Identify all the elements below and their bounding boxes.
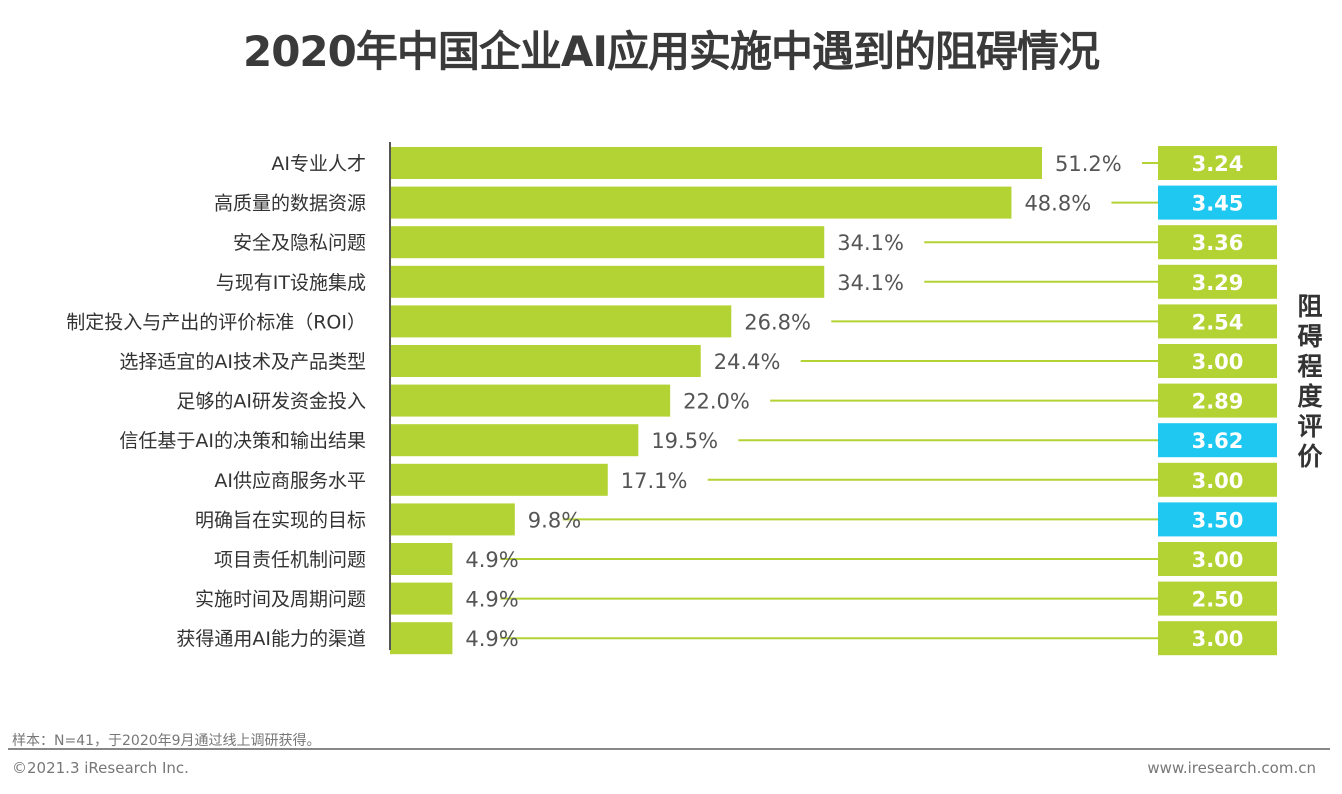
score-box [1158,304,1277,339]
category-label: 明确旨在实现的目标 [195,509,366,531]
bar [390,503,515,536]
value-label: 4.9% [465,627,518,651]
bar [390,424,639,457]
score-box [1158,185,1277,220]
category-label: AI供应商服务水平 [214,470,366,492]
value-label: 34.1% [837,271,904,295]
value-label: 34.1% [837,231,904,255]
score-box [1158,462,1277,497]
score-label: 3.00 [1192,469,1244,493]
category-label: 信任基于AI的决策和输出结果 [119,430,366,452]
value-label: 19.5% [651,429,718,453]
category-label: 实施时间及周期问题 [195,589,366,611]
bar [390,226,825,259]
value-label: 51.2% [1055,152,1122,176]
category-label: 项目责任机制问题 [214,549,366,571]
score-box [1158,383,1277,418]
bar [390,622,453,655]
score-label: 2.54 [1192,310,1244,334]
value-label: 24.4% [714,350,781,374]
value-label: 22.0% [683,390,750,414]
bar [390,582,453,615]
bar [390,305,732,338]
category-label: 安全及隐私问题 [233,232,366,254]
score-axis-label: 阻碍程度评价 [1297,292,1323,471]
bar [390,463,608,496]
category-label: 高质量的数据资源 [214,193,366,215]
score-box [1158,581,1277,616]
score-label: 2.89 [1192,390,1244,414]
score-label: 3.50 [1192,508,1244,532]
value-label: 9.8% [528,508,581,532]
bar [390,384,671,417]
score-label: 3.00 [1192,627,1244,651]
score-box [1158,264,1277,299]
copyright: ©2021.3 iResearch Inc. [12,759,189,777]
score-box [1158,621,1277,656]
value-label: 4.9% [465,548,518,572]
value-label: 26.8% [744,310,811,334]
score-label: 3.24 [1192,152,1244,176]
bar [390,186,1012,219]
category-label: 足够的AI研发资金投入 [176,391,366,413]
footer-divider [8,748,1330,750]
category-label: AI专业人才 [271,153,366,175]
score-label: 3.36 [1192,231,1244,255]
category-label: 选择适宜的AI技术及产品类型 [119,351,366,373]
website-link[interactable]: www.iresearch.com.cn [1147,759,1316,777]
chart-title: 2020年中国企业AI应用实施中遇到的阻碍情况 [242,27,1100,76]
sample-note: 样本：N=41，于2020年9月通过线上调研获得。 [12,733,321,749]
bar [390,345,701,377]
value-label: 48.8% [1024,192,1091,216]
score-label: 3.29 [1192,271,1244,295]
value-label: 17.1% [621,469,688,493]
bar [390,147,1042,179]
score-box [1158,225,1277,260]
category-label: 与现有IT设施集成 [216,272,366,294]
bar [390,265,825,298]
value-label: 4.9% [465,588,518,612]
score-box [1158,146,1277,180]
score-box [1158,502,1277,537]
score-label: 3.00 [1192,350,1244,374]
score-box [1158,423,1277,458]
score-label: 2.50 [1192,588,1244,612]
category-label: 获得通用AI能力的渠道 [176,628,366,650]
bar [390,543,453,575]
score-box [1158,542,1277,576]
score-label: 3.62 [1192,429,1244,453]
score-label: 3.00 [1192,548,1244,572]
score-label: 3.45 [1192,192,1244,216]
score-box [1158,344,1277,378]
category-label: 制定投入与产出的评价标准（ROI） [66,311,366,333]
